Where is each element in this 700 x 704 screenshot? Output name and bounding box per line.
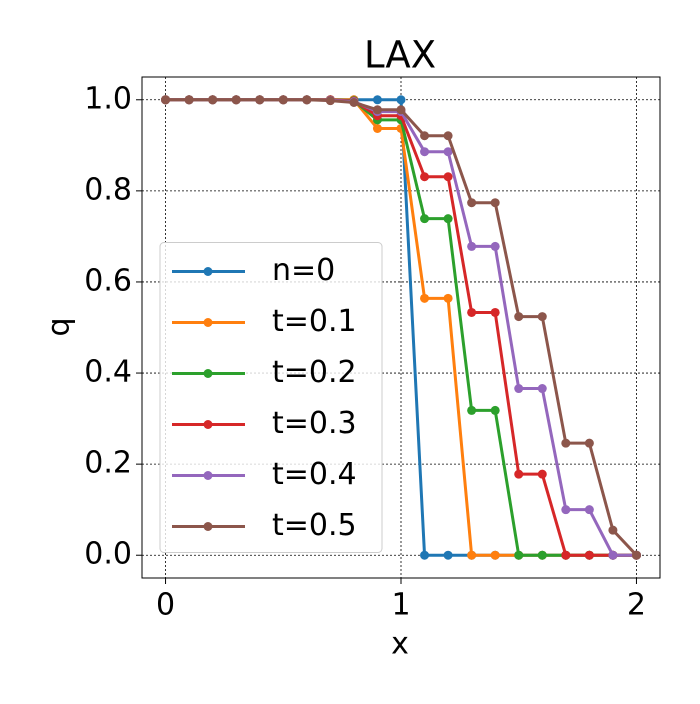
x-tick-label: 2 (627, 588, 646, 623)
legend-label: t=0.1 (272, 304, 357, 339)
legend-marker (203, 522, 213, 531)
data-point (325, 96, 335, 106)
data-point (514, 384, 524, 394)
data-point (467, 198, 477, 208)
data-point (537, 469, 547, 479)
data-point (443, 214, 453, 224)
chart-title: LAX (364, 34, 436, 77)
data-point (278, 95, 288, 105)
data-point (372, 123, 382, 133)
data-point (490, 550, 500, 560)
legend-marker (203, 369, 213, 378)
data-point (467, 307, 477, 317)
data-point (631, 550, 641, 560)
data-point (396, 95, 406, 105)
x-tick-label: 1 (391, 588, 410, 623)
data-point (420, 147, 430, 157)
data-point (443, 550, 453, 560)
data-point (231, 95, 241, 105)
data-point (208, 95, 218, 105)
legend-marker (203, 471, 213, 480)
data-point (537, 384, 547, 394)
legend-box (159, 242, 383, 553)
data-point (420, 172, 430, 182)
y-tick-label: 0.6 (84, 263, 132, 298)
legend-label: n=0 (272, 253, 335, 288)
data-point (490, 241, 500, 251)
legend-marker (203, 267, 213, 276)
data-point (161, 95, 171, 105)
data-point (561, 550, 571, 560)
data-point (490, 307, 500, 317)
data-point (255, 95, 265, 105)
y-tick-label: 0.2 (84, 446, 132, 481)
y-axis-label: q (42, 317, 77, 336)
data-point (302, 95, 312, 105)
data-point (467, 405, 477, 415)
data-point (584, 505, 594, 515)
data-point (420, 131, 430, 141)
data-point (396, 105, 406, 115)
data-point (420, 214, 430, 224)
data-point (443, 131, 453, 141)
data-point (420, 550, 430, 560)
data-point (467, 550, 477, 560)
data-point (490, 198, 500, 208)
data-point (372, 105, 382, 115)
plot-frame (141, 76, 661, 579)
data-point (608, 550, 618, 560)
legend-label: t=0.3 (272, 406, 357, 441)
y-tick-label: 0.8 (84, 172, 132, 207)
data-point (184, 95, 194, 105)
legend-label: t=0.2 (272, 355, 357, 390)
y-tick-label: 1.0 (84, 81, 132, 116)
data-point (537, 312, 547, 322)
x-tick-label: 0 (156, 588, 175, 623)
data-point (584, 550, 594, 560)
data-point (537, 550, 547, 560)
legend-label: t=0.4 (272, 457, 357, 492)
data-point (608, 525, 618, 535)
data-point (584, 438, 594, 448)
legend-label: t=0.5 (272, 508, 357, 543)
data-point (561, 438, 571, 448)
y-tick-label: 0.4 (84, 355, 132, 390)
data-point (349, 98, 359, 108)
data-point (372, 95, 382, 105)
data-point (514, 469, 524, 479)
data-point (514, 312, 524, 322)
data-point (443, 147, 453, 157)
y-tick-label: 0.0 (84, 537, 132, 572)
data-point (467, 241, 477, 251)
data-point (514, 550, 524, 560)
data-point (490, 405, 500, 415)
data-point (561, 505, 571, 515)
data-point (443, 293, 453, 303)
legend-marker (203, 420, 213, 429)
legend-marker (203, 318, 213, 327)
x-axis-label: x (391, 627, 409, 662)
data-point (443, 172, 453, 182)
data-point (420, 293, 430, 303)
